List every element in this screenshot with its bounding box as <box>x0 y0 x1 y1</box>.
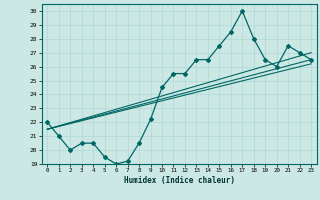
X-axis label: Humidex (Indice chaleur): Humidex (Indice chaleur) <box>124 176 235 185</box>
